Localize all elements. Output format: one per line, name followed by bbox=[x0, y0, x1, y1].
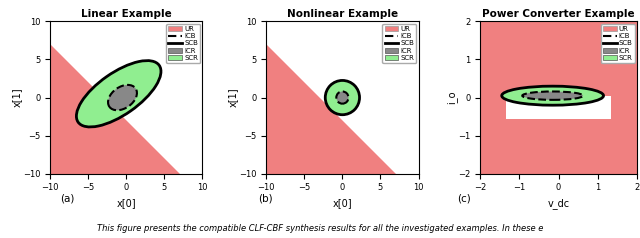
Polygon shape bbox=[50, 44, 180, 174]
Ellipse shape bbox=[108, 85, 137, 110]
Ellipse shape bbox=[522, 91, 583, 100]
Title: Power Converter Example: Power Converter Example bbox=[482, 9, 635, 19]
Ellipse shape bbox=[76, 61, 161, 127]
Legend: UR, ICB, SCB, ICR, SCR: UR, ICB, SCB, ICR, SCR bbox=[383, 24, 417, 63]
X-axis label: v_dc: v_dc bbox=[547, 198, 570, 209]
Text: (b): (b) bbox=[259, 193, 273, 203]
Bar bbox=[506, 96, 611, 119]
Ellipse shape bbox=[336, 91, 349, 104]
X-axis label: x[0]: x[0] bbox=[116, 198, 136, 208]
Legend: UR, ICB, SCB, ICR, SCR: UR, ICB, SCB, ICR, SCR bbox=[166, 24, 200, 63]
Title: Linear Example: Linear Example bbox=[81, 9, 172, 19]
Y-axis label: x[1]: x[1] bbox=[228, 88, 237, 107]
Y-axis label: i_o: i_o bbox=[446, 91, 457, 104]
Legend: UR, ICB, SCB, ICR, SCR: UR, ICB, SCB, ICR, SCR bbox=[601, 24, 635, 63]
Title: Nonlinear Example: Nonlinear Example bbox=[287, 9, 398, 19]
Text: (c): (c) bbox=[457, 193, 471, 203]
Text: This figure presents the compatible CLF-CBF synthesis results for all the invest: This figure presents the compatible CLF-… bbox=[97, 224, 543, 233]
Polygon shape bbox=[266, 44, 396, 174]
Ellipse shape bbox=[502, 86, 604, 105]
Y-axis label: x[1]: x[1] bbox=[12, 88, 22, 107]
Text: (a): (a) bbox=[60, 193, 74, 203]
Ellipse shape bbox=[325, 80, 360, 115]
X-axis label: x[0]: x[0] bbox=[333, 198, 352, 208]
